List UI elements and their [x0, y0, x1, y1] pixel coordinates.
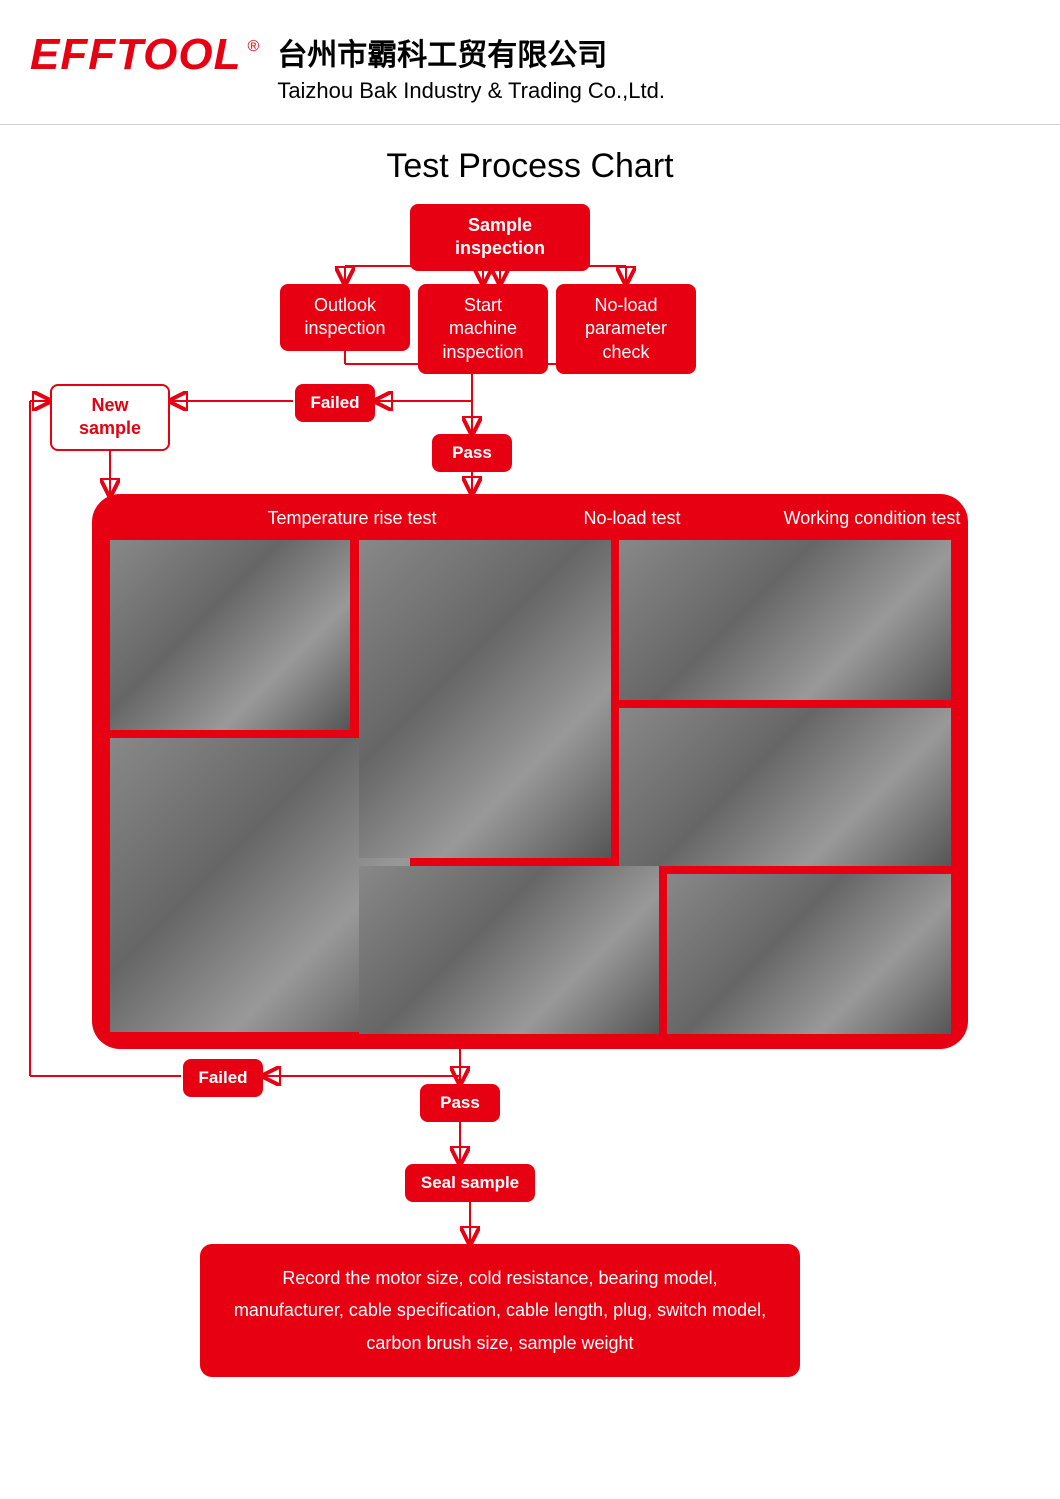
flow-node-seal-sample: Seal sample: [405, 1164, 535, 1202]
flow-node-new-sample: New sample: [50, 384, 170, 451]
test-photo-6: [667, 874, 951, 1034]
flow-node-failed-2: Failed: [183, 1059, 263, 1097]
page-title: Test Process Chart: [0, 147, 1060, 186]
flow-node-noload-check: No-load parameter check: [556, 284, 696, 374]
flowchart-area: Sample inspectionOutlook inspectionStart…: [0, 204, 1060, 1484]
record-description-box: Record the motor size, cold resistance, …: [200, 1244, 800, 1377]
company-name-block: 台州市霸科工贸有限公司 Taizhou Bak Industry & Tradi…: [277, 30, 1030, 104]
panel-column-title-1: No-load test: [532, 508, 732, 529]
flow-node-sample-inspection: Sample inspection: [410, 204, 590, 271]
test-photo-panel: Temperature rise testNo-load testWorking…: [92, 494, 968, 1049]
test-photo-3: [359, 866, 659, 1034]
brand-logo: EFFTOOL: [30, 30, 242, 79]
record-text: Record the motor size, cold resistance, …: [234, 1268, 766, 1353]
flow-node-failed-1: Failed: [295, 384, 375, 422]
test-photo-0: [110, 540, 350, 730]
flow-node-start-machine: Start machine inspection: [418, 284, 548, 374]
registered-mark-icon: ®: [248, 38, 260, 55]
document-header: EFFTOOL ® 台州市霸科工贸有限公司 Taizhou Bak Industr…: [0, 0, 1060, 125]
company-name-en: Taizhou Bak Industry & Trading Co.,Ltd.: [277, 78, 1030, 104]
test-photo-5: [619, 708, 951, 866]
test-photo-4: [619, 540, 951, 700]
flow-node-pass-2: Pass: [420, 1084, 500, 1122]
test-photo-2: [359, 540, 611, 858]
company-name-cn: 台州市霸科工贸有限公司: [277, 30, 1030, 74]
panel-column-title-0: Temperature rise test: [252, 508, 452, 529]
flow-node-pass-1: Pass: [432, 434, 512, 472]
panel-column-title-2: Working condition test: [772, 508, 972, 529]
flow-node-outlook-inspection: Outlook inspection: [280, 284, 410, 351]
logo-block: EFFTOOL ®: [30, 30, 259, 80]
